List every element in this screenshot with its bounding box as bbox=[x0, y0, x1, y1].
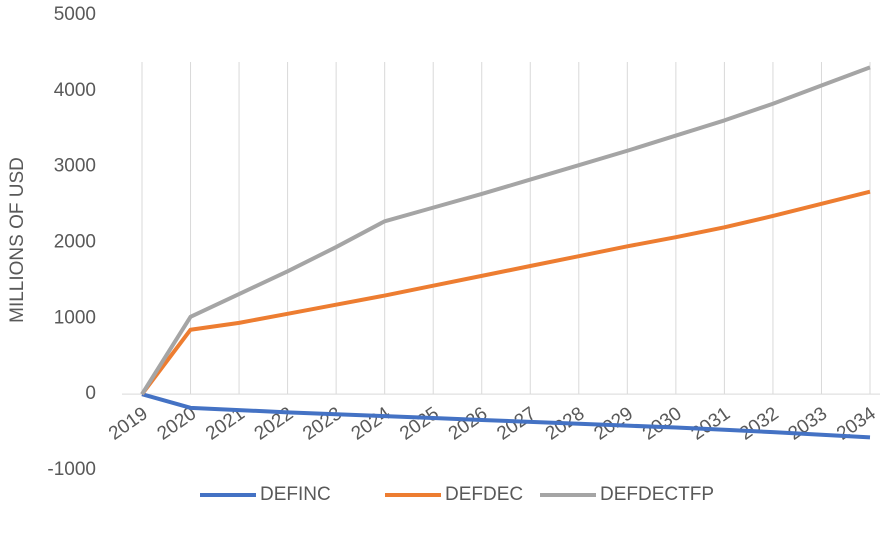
series-line bbox=[141, 392, 871, 440]
x-tick-label: 2026 bbox=[445, 403, 492, 444]
x-tick-label: 2030 bbox=[639, 403, 686, 444]
y-tick-label: 2000 bbox=[54, 232, 96, 253]
x-tick-label: 2023 bbox=[299, 403, 346, 444]
x-tick-label: 2019 bbox=[105, 403, 152, 444]
legend-label: DEFDECTFP bbox=[600, 484, 714, 505]
legend-label: DEFDEC bbox=[445, 484, 523, 505]
y-axis-title: MILLIONS OF USD bbox=[7, 157, 28, 323]
legend-label: DEFINC bbox=[260, 484, 331, 505]
y-tick-label: 5000 bbox=[54, 4, 96, 25]
y-tick-label: 0 bbox=[85, 383, 96, 404]
y-tick-label: 1000 bbox=[54, 307, 96, 328]
x-tick-label: 2024 bbox=[348, 403, 395, 445]
y-tick-label: 3000 bbox=[54, 156, 96, 177]
x-tick-label: 2031 bbox=[687, 403, 734, 444]
x-tick-label: 2033 bbox=[785, 403, 832, 444]
y-tick-label: 4000 bbox=[54, 80, 96, 101]
x-tick-label: 2032 bbox=[736, 403, 783, 444]
series-line bbox=[140, 189, 871, 396]
y-tick-label: -1000 bbox=[47, 459, 96, 480]
series-line bbox=[140, 65, 871, 396]
x-tick-label: 2025 bbox=[396, 403, 443, 444]
